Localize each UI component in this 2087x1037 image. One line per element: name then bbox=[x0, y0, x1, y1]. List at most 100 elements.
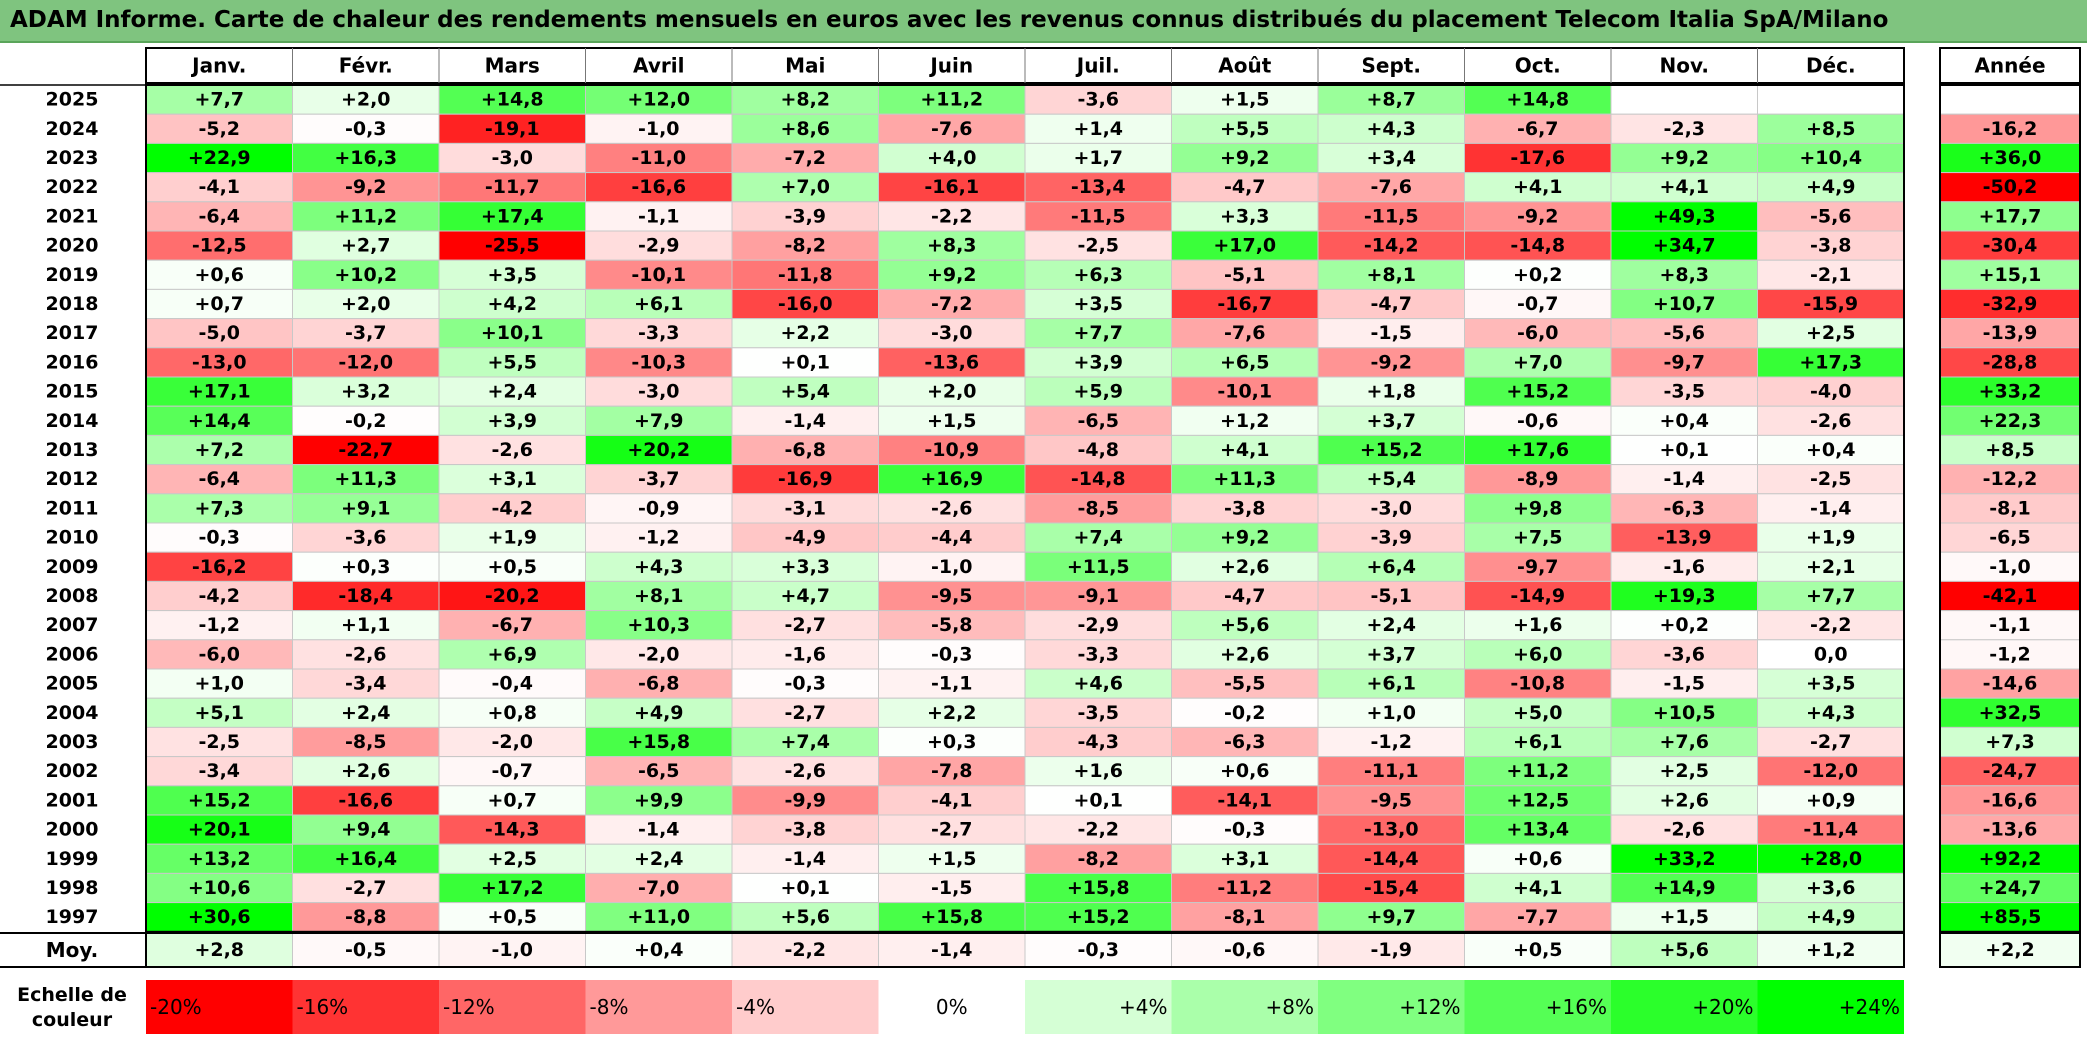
cell-value: +11,2 bbox=[334, 205, 397, 227]
cell-value: +0,2 bbox=[1513, 264, 1563, 286]
year-label: 2017 bbox=[46, 322, 99, 344]
cell-value: -9,7 bbox=[1663, 351, 1705, 373]
heatmap-cell bbox=[438, 668, 586, 699]
month-header-10: Nov. bbox=[1660, 54, 1709, 78]
cell-value: +7,0 bbox=[780, 176, 830, 198]
heatmap-cell bbox=[878, 843, 1026, 874]
cell-value: +10,5 bbox=[1653, 702, 1716, 724]
cell-value: -1,2 bbox=[1370, 731, 1412, 753]
cell-value: +6,1 bbox=[1366, 673, 1416, 695]
heatmap-cell bbox=[1317, 113, 1465, 144]
heatmap-cell bbox=[145, 872, 293, 904]
heatmap-cell bbox=[878, 814, 1026, 845]
average-row-border bbox=[145, 932, 1905, 968]
cell-value: +10,1 bbox=[481, 322, 544, 344]
heatmap-cell bbox=[1610, 726, 1758, 758]
scale-swatch bbox=[585, 980, 732, 1034]
scale-stop-label: +8% bbox=[1266, 995, 1315, 1019]
cell-value: +9,8 bbox=[1513, 497, 1563, 519]
heatmap-cell bbox=[438, 172, 586, 203]
heatmap-cell bbox=[731, 697, 879, 728]
year-label: 2010 bbox=[46, 527, 99, 549]
cell-value: +12,0 bbox=[627, 89, 690, 111]
cell-value: +7,6 bbox=[1659, 731, 1709, 753]
cell-value: +11,5 bbox=[1067, 556, 1130, 578]
cell-value: -5,6 bbox=[1810, 205, 1852, 227]
cell-value: +14,9 bbox=[1653, 877, 1716, 899]
annual-value: -28,8 bbox=[1983, 351, 2038, 373]
heatmap-cell bbox=[145, 522, 293, 553]
heatmap-cell bbox=[438, 84, 586, 115]
scale-stop-label: +20% bbox=[1692, 995, 1753, 1019]
heatmap-cell bbox=[1024, 872, 1172, 904]
heatmap-cell bbox=[731, 522, 879, 553]
cell-value: +1,8 bbox=[1366, 381, 1416, 403]
heatmap-cell bbox=[878, 230, 1026, 261]
cell-value: -1,0 bbox=[931, 556, 973, 578]
cell-value: -12,0 bbox=[338, 351, 393, 373]
cell-value: +3,3 bbox=[780, 556, 830, 578]
cell-value: -1,2 bbox=[198, 614, 240, 636]
average-value: -0,5 bbox=[345, 939, 387, 961]
cell-value: -2,2 bbox=[1810, 614, 1852, 636]
cell-value: +5,5 bbox=[487, 351, 537, 373]
scale-swatch bbox=[1757, 980, 1904, 1034]
cell-value: -5,8 bbox=[931, 614, 973, 636]
heatmap-cell bbox=[438, 259, 586, 290]
heatmap-cell bbox=[1610, 493, 1758, 524]
cell-value: -3,0 bbox=[638, 381, 680, 403]
heatmap-cell bbox=[878, 756, 1026, 787]
heatmap-cell bbox=[292, 318, 440, 349]
cell-value: +3,6 bbox=[1806, 877, 1856, 899]
cell-value: -0,3 bbox=[345, 118, 387, 140]
cell-value: +2,6 bbox=[1659, 789, 1709, 811]
scale-swatch bbox=[1464, 980, 1611, 1034]
heatmap-cell bbox=[1757, 756, 1905, 787]
cell-value: -9,2 bbox=[345, 176, 387, 198]
cell-value: -25,5 bbox=[485, 235, 540, 257]
heatmap-cell bbox=[438, 697, 586, 728]
heatmap-cell bbox=[585, 639, 733, 670]
cell-value: -15,9 bbox=[1803, 293, 1858, 315]
annual-cell bbox=[1939, 376, 2081, 407]
heatmap-cell bbox=[145, 902, 293, 933]
cell-value: +0,4 bbox=[1806, 439, 1856, 461]
cell-value: -10,8 bbox=[1510, 673, 1565, 695]
heatmap-cell bbox=[585, 814, 733, 845]
heatmap-cell bbox=[878, 464, 1026, 495]
year-label: 2004 bbox=[46, 702, 99, 724]
heatmap-cell bbox=[292, 580, 440, 612]
heatmap-cell bbox=[878, 522, 1026, 553]
cell-value: +1,2 bbox=[1220, 410, 1270, 432]
cell-value: +5,4 bbox=[1366, 468, 1416, 490]
annual-cell bbox=[1939, 230, 2081, 261]
cell-value: +1,7 bbox=[1073, 147, 1123, 169]
report-title: ADAM Informe. Carte de chaleur des rende… bbox=[0, 0, 2087, 43]
heatmap-cell bbox=[1171, 405, 1319, 436]
cell-value: +2,6 bbox=[1220, 556, 1270, 578]
annual-value: -16,6 bbox=[1983, 789, 2038, 811]
heatmap-cell bbox=[1610, 201, 1758, 232]
cell-value: -1,4 bbox=[1663, 468, 1705, 490]
cell-value: -3,0 bbox=[931, 322, 973, 344]
heatmap-cell bbox=[145, 668, 293, 699]
cell-value: +3,9 bbox=[487, 410, 537, 432]
cell-value: +14,8 bbox=[1506, 89, 1569, 111]
cell-value: -0,4 bbox=[491, 673, 533, 695]
heatmap-cell bbox=[1610, 230, 1758, 261]
heatmap-cell bbox=[585, 464, 733, 495]
year-label: 2008 bbox=[46, 585, 99, 607]
cell-value: +2,7 bbox=[341, 235, 391, 257]
cell-value: +1,0 bbox=[1366, 702, 1416, 724]
cell-value: -2,5 bbox=[1077, 235, 1119, 257]
heatmap-cell bbox=[1464, 872, 1612, 904]
heatmap-cell bbox=[292, 288, 440, 320]
cell-value: -9,5 bbox=[931, 585, 973, 607]
cell-value: +20,2 bbox=[627, 439, 690, 461]
heatmap-cell bbox=[1610, 464, 1758, 495]
cell-value: +5,6 bbox=[780, 906, 830, 928]
cell-value: +8,7 bbox=[1366, 89, 1416, 111]
cell-value: +0,1 bbox=[780, 877, 830, 899]
cell-value: -1,2 bbox=[638, 527, 680, 549]
average-value: +1,2 bbox=[1806, 939, 1856, 961]
